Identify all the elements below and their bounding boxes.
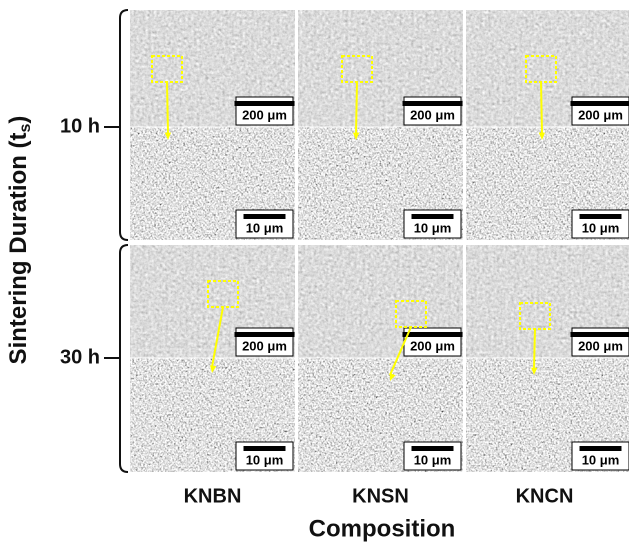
scale-label: 200 μm (410, 107, 455, 122)
scale-bar (571, 101, 629, 106)
column-label: KNBN (184, 485, 242, 507)
figure: Sintering Duration (ts) Composition 10 h… (0, 0, 629, 546)
scale-label: 10 μm (414, 452, 452, 467)
scale-bar (244, 446, 286, 451)
scale-label: 10 μm (246, 220, 284, 235)
scale-bar (244, 214, 286, 219)
y-label-text: Sintering Duration (t (5, 132, 32, 364)
scale-bar (235, 332, 295, 337)
scale-bar (403, 332, 463, 337)
zoom-arrow (534, 329, 535, 369)
scale-bar (571, 332, 629, 337)
scale-label: 10 μm (582, 452, 620, 467)
y-label-subscript: s (17, 123, 34, 132)
scale-bar (412, 446, 454, 451)
scale-bar (403, 101, 463, 106)
row-bracket (120, 10, 128, 240)
scale-bar (412, 214, 454, 219)
scale-label: 200 μm (578, 338, 623, 353)
scale-label: 10 μm (582, 220, 620, 235)
row-bracket (120, 245, 128, 472)
scale-bar (580, 446, 622, 451)
scale-label: 10 μm (414, 220, 452, 235)
scale-label: 10 μm (246, 452, 284, 467)
scale-label: 200 μm (242, 338, 287, 353)
scale-label: 200 μm (410, 338, 455, 353)
scale-label: 200 μm (578, 107, 623, 122)
y-axis-label: Sintering Duration (ts) (5, 116, 34, 365)
zoom-arrow (167, 82, 168, 134)
row-label: 30 h (60, 346, 100, 368)
scale-bar (580, 214, 622, 219)
column-label: KNCN (516, 485, 574, 507)
column-label: KNSN (352, 485, 409, 507)
zoom-arrow (356, 82, 357, 134)
panel-grid: 10 h 200 μm 10 μm 200 μm 10 μm 200 μm 10 μm 30 … (60, 10, 629, 507)
row-label: 10 h (60, 115, 100, 137)
x-axis-label: Composition (309, 515, 456, 542)
y-label-close: ) (5, 116, 32, 124)
zoom-arrow (541, 82, 542, 134)
scale-label: 200 μm (242, 107, 287, 122)
scale-bar (235, 101, 295, 106)
